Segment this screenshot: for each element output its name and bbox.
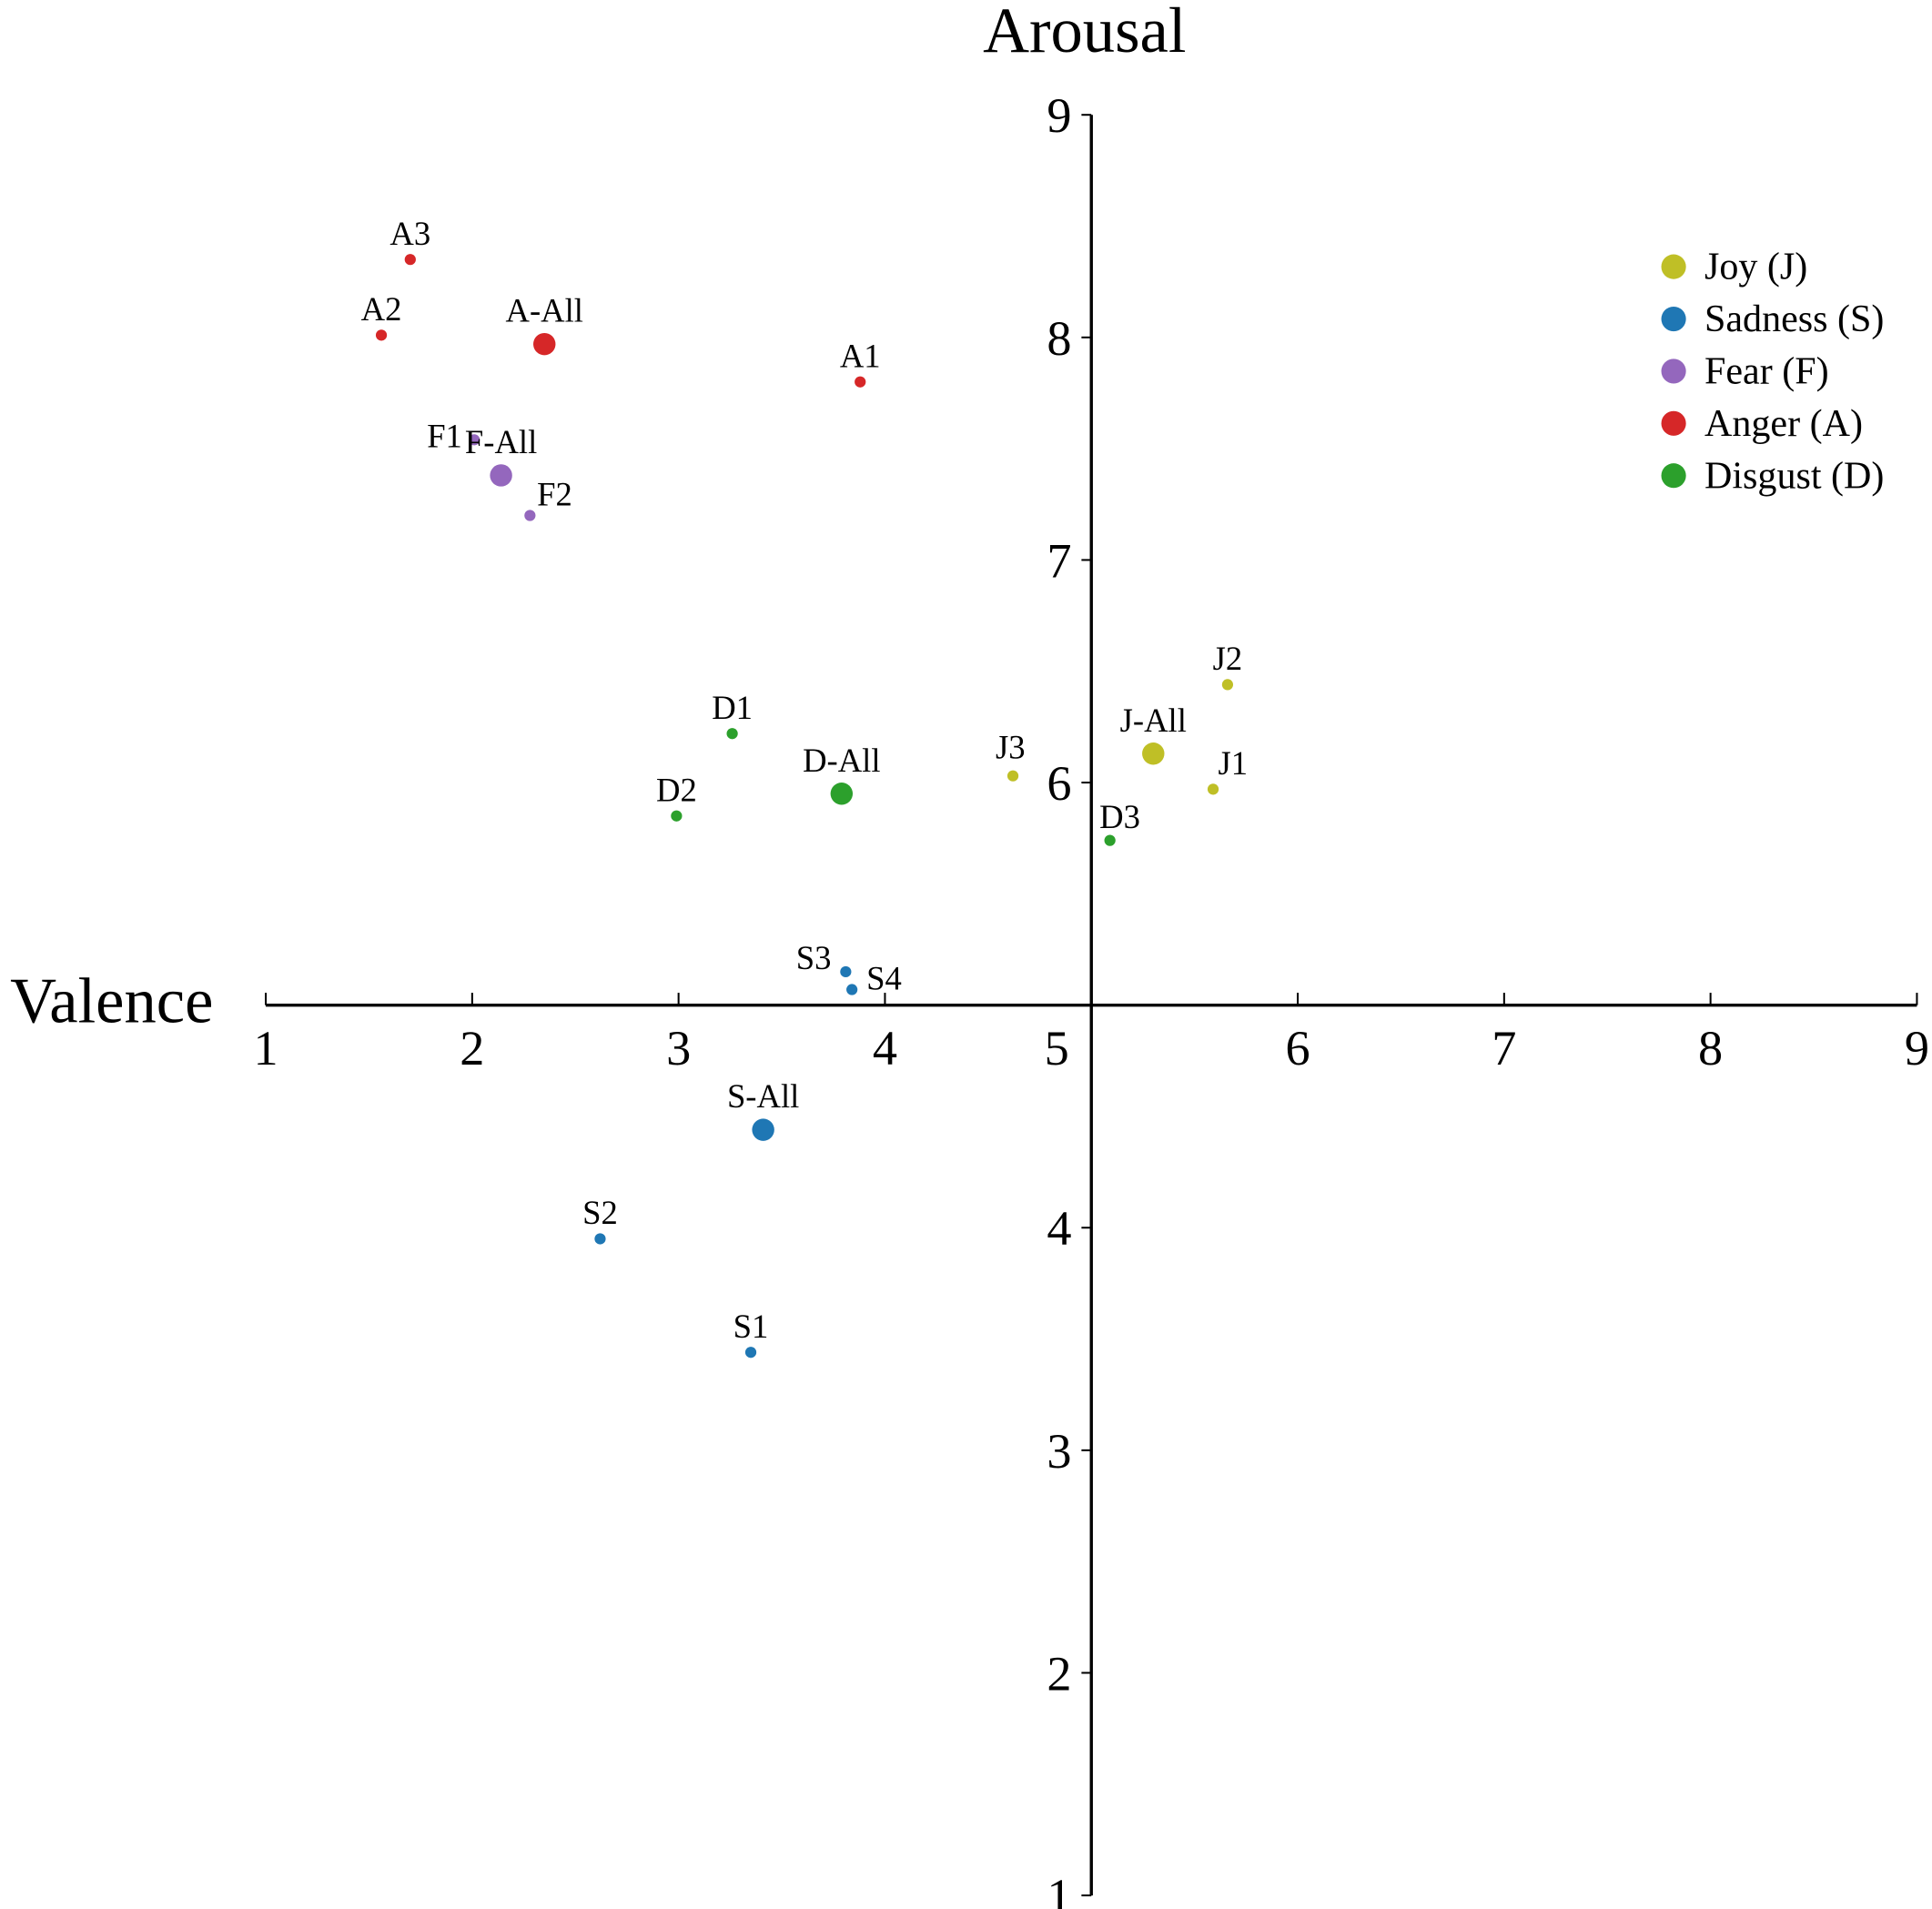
y-tick-label: 8 bbox=[1047, 311, 1071, 366]
data-point-d3 bbox=[1104, 834, 1116, 846]
x-tick-label: 2 bbox=[460, 1021, 484, 1076]
y-tick-label: 2 bbox=[1047, 1646, 1071, 1701]
y-tick-label: 4 bbox=[1047, 1201, 1071, 1256]
data-point-f-all bbox=[490, 464, 512, 487]
point-label-s2: S2 bbox=[582, 1194, 618, 1231]
data-point-a3 bbox=[404, 254, 416, 266]
legend-marker-f bbox=[1661, 359, 1686, 384]
x-tick-label: 9 bbox=[1905, 1021, 1929, 1076]
point-label-s3: S3 bbox=[796, 939, 832, 976]
x-axis-label: Valence bbox=[10, 966, 213, 1037]
point-label-j3: J3 bbox=[996, 729, 1026, 766]
y-axis-label: Arousal bbox=[983, 0, 1186, 66]
data-point-a-all bbox=[533, 332, 556, 356]
legend-label-d: Disgust (D) bbox=[1704, 455, 1884, 497]
point-label-j2: J2 bbox=[1213, 640, 1243, 677]
data-point-d-all bbox=[830, 783, 854, 805]
legend: Joy (J) Sadness (S) Fear (F) Anger (A) Disgu… bbox=[1661, 247, 1884, 497]
point-label-a2: A2 bbox=[361, 290, 402, 328]
legend-marker-a bbox=[1661, 410, 1686, 436]
point-label-d-all: D-All bbox=[803, 742, 880, 779]
point-label-d1: D1 bbox=[712, 689, 753, 726]
point-label-f1: F1 bbox=[427, 417, 462, 454]
legend-marker-d bbox=[1661, 463, 1686, 489]
data-point-j-all bbox=[1142, 742, 1165, 765]
legend-label-a: Anger (A) bbox=[1704, 403, 1863, 445]
legend-marker-j bbox=[1661, 254, 1686, 279]
legend-label-j: Joy (J) bbox=[1704, 247, 1807, 288]
axes: 1 2 3 4 5 6 7 8 9 1 2 3 4 6 7 8 9 bbox=[253, 88, 1929, 1909]
point-label-s-all: S-All bbox=[727, 1077, 799, 1115]
data-point-d2 bbox=[671, 810, 683, 822]
point-label-a-all: A-All bbox=[506, 292, 583, 329]
data-point-j1 bbox=[1207, 783, 1219, 795]
legend-marker-s bbox=[1661, 306, 1686, 332]
x-tick-label: 6 bbox=[1285, 1021, 1310, 1076]
data-point-s-all bbox=[752, 1118, 774, 1141]
legend-label-s: Sadness (S) bbox=[1704, 298, 1884, 340]
point-label-s4: S4 bbox=[866, 960, 902, 997]
data-point-j3 bbox=[1006, 770, 1019, 782]
point-label-a1: A1 bbox=[840, 337, 881, 374]
data-point-f2 bbox=[524, 510, 536, 521]
data-point-s2 bbox=[594, 1233, 606, 1245]
point-label-f-all: F-All bbox=[465, 423, 537, 460]
data-point-j2 bbox=[1221, 679, 1234, 691]
x-tick-label: 3 bbox=[666, 1021, 691, 1076]
data-point-s1 bbox=[744, 1347, 757, 1359]
x-tick-label: 7 bbox=[1492, 1021, 1516, 1076]
point-label-d2: D2 bbox=[656, 771, 697, 808]
data-point-s3 bbox=[840, 965, 852, 978]
x-tick-label: 1 bbox=[253, 1021, 278, 1076]
y-tick-label: 9 bbox=[1047, 88, 1071, 143]
point-label-j1: J1 bbox=[1218, 744, 1248, 782]
y-tick-label: 3 bbox=[1047, 1424, 1071, 1479]
data-point-s4 bbox=[846, 984, 858, 995]
x-tick-label: 4 bbox=[873, 1021, 897, 1076]
data-point-a2 bbox=[375, 329, 388, 341]
point-label-j-all: J-All bbox=[1120, 702, 1187, 739]
data-point-f1 bbox=[469, 434, 480, 446]
data-points: J1 J2 J3 J-All S1 S2 S3 S4 S-All F1 F2F-All A1 A2 A3 A… bbox=[361, 215, 1248, 1359]
x-tick-label: 8 bbox=[1698, 1021, 1723, 1076]
point-label-d3: D3 bbox=[1099, 798, 1140, 835]
data-point-a1 bbox=[855, 376, 866, 388]
data-point-d1 bbox=[726, 728, 738, 740]
point-label-a3: A3 bbox=[389, 215, 430, 252]
y-tick-label: 7 bbox=[1047, 533, 1071, 588]
legend-label-f: Fear (F) bbox=[1704, 350, 1829, 392]
x-tick-label: 5 bbox=[1045, 1021, 1069, 1076]
y-tick-label: 6 bbox=[1047, 756, 1071, 811]
point-label-s1: S1 bbox=[733, 1308, 769, 1345]
point-label-f2: F2 bbox=[537, 476, 572, 513]
y-tick-label: 1 bbox=[1047, 1869, 1071, 1909]
